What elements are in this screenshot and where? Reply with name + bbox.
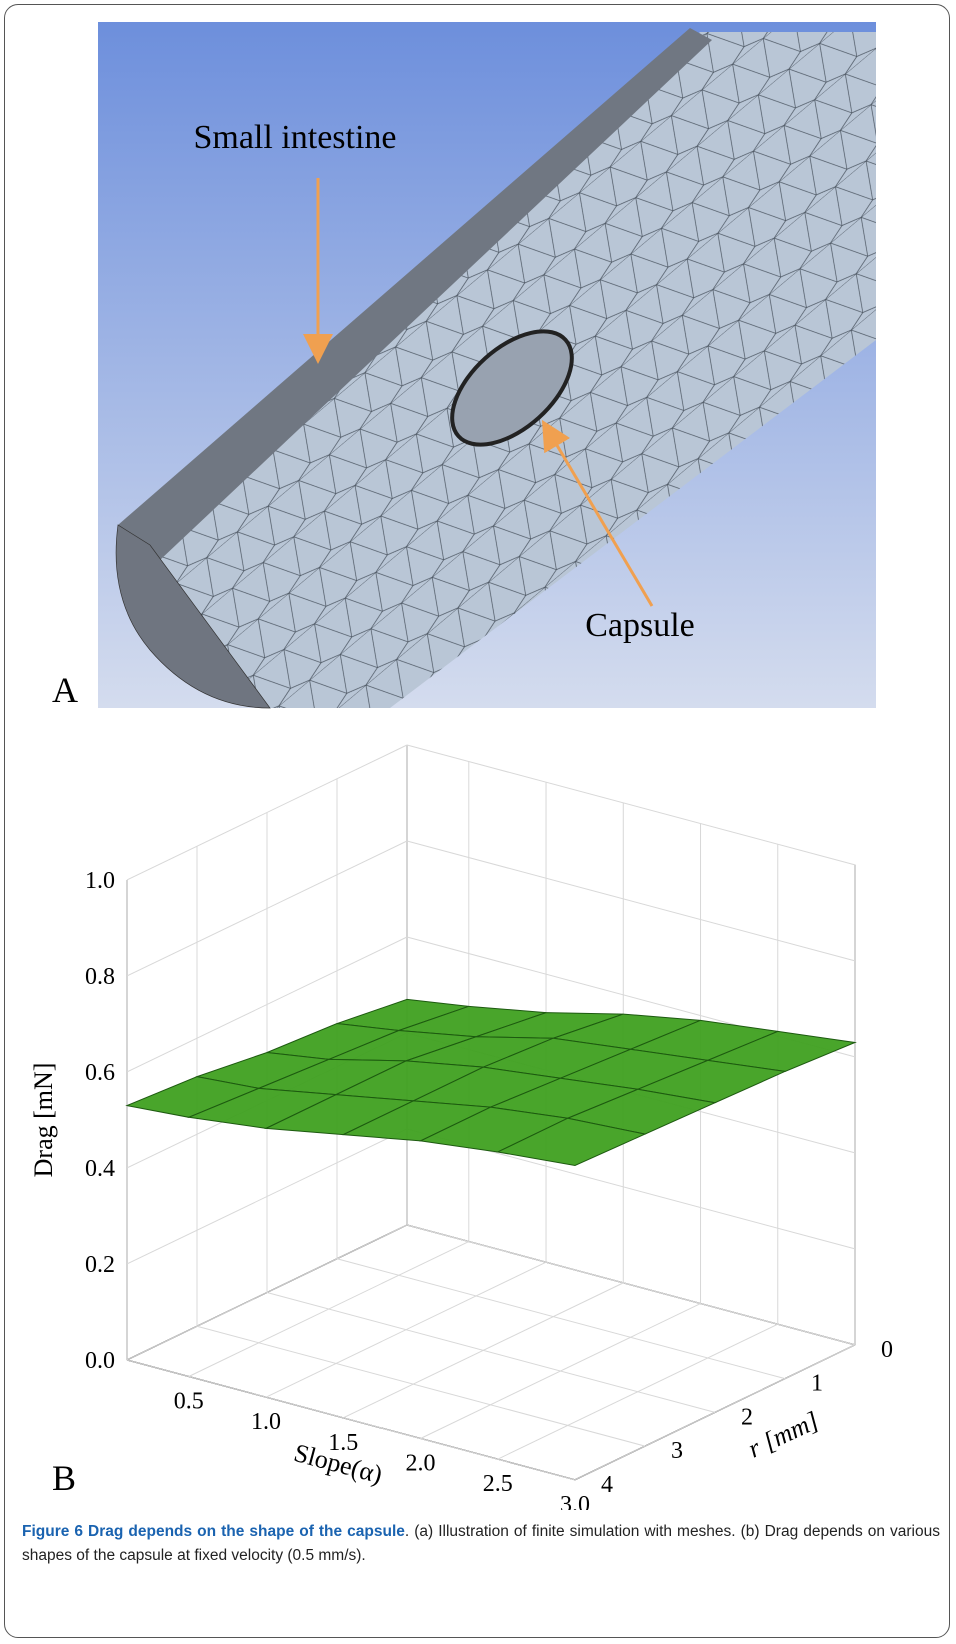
x-tick-label: 2.0: [406, 1451, 436, 1477]
intestine-end-cap: [115, 524, 271, 709]
caption-label: Figure 6: [22, 1523, 84, 1540]
annotation: Small intestine: [193, 119, 396, 156]
grid-line: [126, 1359, 576, 1481]
capsule: [450, 329, 574, 447]
z-tick-label: 0.2: [85, 1252, 115, 1278]
y-tick-label: 3: [671, 1438, 683, 1464]
grid-line: [406, 840, 856, 962]
z-axis-label: Drag [mN]: [29, 1063, 58, 1178]
y-tick-label: 2: [741, 1404, 753, 1430]
panel-label: A: [52, 670, 78, 710]
z-tick-label: 0.8: [85, 964, 115, 990]
caption-text: . (a) Illustration of finite simulation …: [22, 1523, 940, 1564]
grid-line: [406, 744, 856, 866]
x-tick-label: 3.0: [560, 1492, 590, 1510]
grid-line: [196, 1325, 646, 1447]
figure-frame: [4, 4, 950, 1638]
annotation: Capsule: [585, 607, 695, 644]
x-tick-label: 1.5: [328, 1430, 358, 1456]
figure: Small intestine Capsule A B 0.0 0.2 0.4 0.6…: [29, 22, 893, 1510]
y-tick-label: 0: [881, 1337, 893, 1363]
panel-a: Small intestine Capsule A: [52, 22, 876, 710]
caption: Figure 6 Drag depends on the shape of th…: [22, 1520, 940, 1568]
z-tick-label: 0.4: [85, 1156, 115, 1182]
grid-line: [266, 1291, 716, 1413]
y-tick-label: 1: [811, 1371, 823, 1397]
panel-b: B 0.0 0.2 0.4 0.6 0.8 1.0 0.5 1.0 1.5 2.0 2.5 3.0 0 1…: [29, 744, 893, 1510]
intestine-ridge: [118, 28, 712, 560]
panel-label: B: [52, 1458, 76, 1498]
grid-line: [406, 1224, 856, 1346]
x-tick-label: 1.0: [251, 1409, 281, 1435]
y-axis-label: r [mm]: [744, 1406, 824, 1464]
grid-line: [336, 1258, 786, 1380]
y-tick-label: 4: [601, 1472, 613, 1498]
caption-title: Drag depends on the shape of the capsule: [88, 1523, 405, 1540]
z-tick-label: 1.0: [85, 868, 115, 894]
arrow: [541, 419, 654, 607]
z-tick-label: 0.0: [85, 1348, 115, 1374]
surface-patch: [496, 1117, 647, 1166]
z-tick-label: 0.6: [85, 1060, 115, 1086]
x-tick-label: 0.5: [174, 1388, 204, 1414]
x-tick-label: 2.5: [483, 1471, 513, 1497]
